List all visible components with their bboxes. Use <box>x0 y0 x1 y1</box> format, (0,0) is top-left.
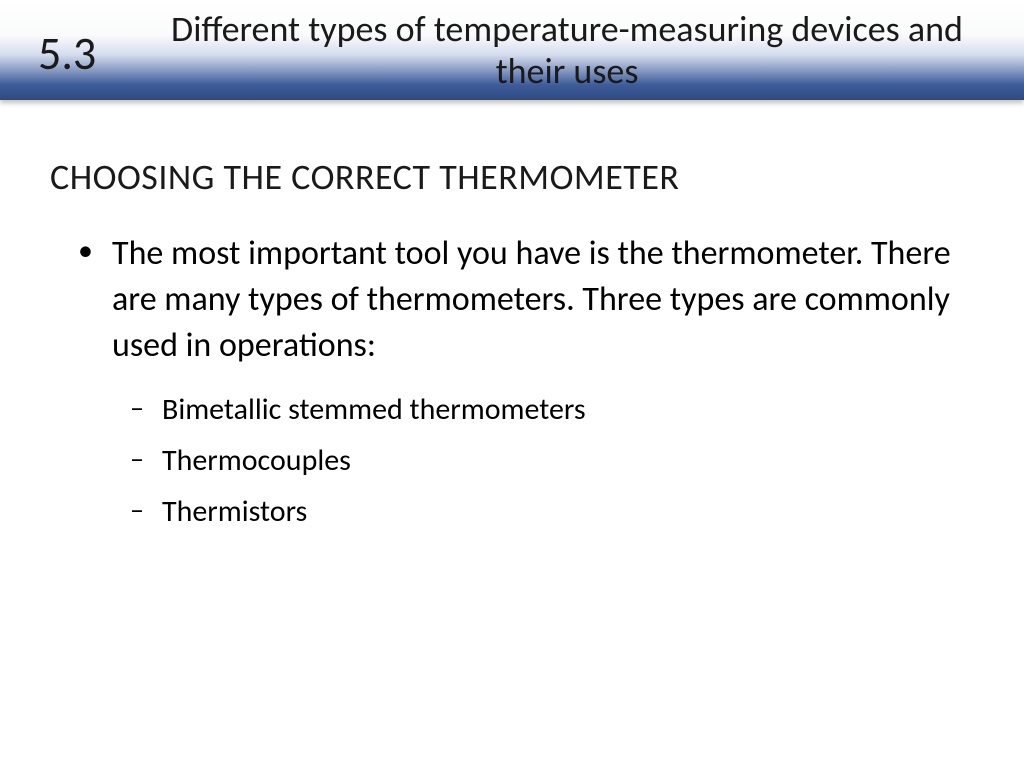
main-bullet-list: The most important tool you have is the … <box>50 231 974 534</box>
content-subtitle: CHOOSING THE CORRECT THERMOMETER <box>50 155 974 199</box>
slide-content: CHOOSING THE CORRECT THERMOMETER The mos… <box>0 100 1024 534</box>
list-item: The most important tool you have is the … <box>112 231 974 534</box>
list-item: Bimetallic stemmed thermometers <box>162 387 974 432</box>
header-title: Different types of temperature-measuring… <box>150 8 984 93</box>
header-band: 5.3 Different types of temperature-measu… <box>0 0 1024 100</box>
list-item: Thermistors <box>162 489 974 534</box>
main-bullet-text: The most important tool you have is the … <box>112 233 951 366</box>
sub-bullet-list: Bimetallic stemmed thermometers Thermoco… <box>112 387 974 534</box>
section-number: 5.3 <box>38 26 96 82</box>
list-item: Thermocouples <box>162 438 974 483</box>
